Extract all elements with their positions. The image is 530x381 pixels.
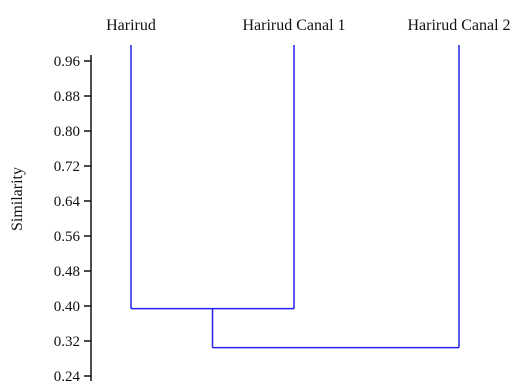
y-tick-label: 0.48	[54, 264, 80, 280]
y-tick-label: 0.56	[54, 229, 81, 245]
y-tick-label: 0.96	[54, 54, 81, 70]
y-axis: 0.96 0.88 0.80 0.72 0.64 0.56 0.48 0.40 0.32 0.24	[54, 54, 92, 381]
leaf-label: Harirud Canal 1	[242, 17, 345, 34]
y-tick-label: 0.24	[54, 369, 81, 381]
y-tick-label: 0.64	[54, 194, 81, 210]
y-tick-label: 0.40	[54, 299, 80, 315]
y-tick-label: 0.72	[54, 159, 80, 175]
leaf-label: Harirud Canal 2	[407, 17, 510, 34]
dendrogram-links	[130, 45, 460, 349]
y-tick-label: 0.88	[54, 89, 80, 105]
leaf-label: Harirud	[106, 17, 156, 34]
y-axis-label: Similarity	[9, 167, 26, 231]
y-tick-label: 0.32	[54, 334, 80, 350]
y-tick-label: 0.80	[54, 124, 80, 140]
leaf-labels: Harirud Harirud Canal 1 Harirud Canal 2	[106, 17, 510, 34]
